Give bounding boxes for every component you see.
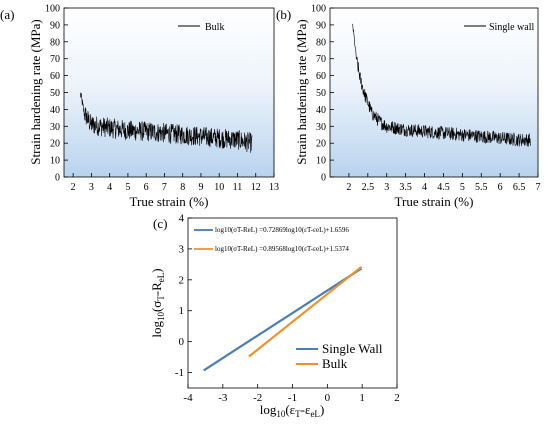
panel-a-y-ticks: 0 10 20 30 40 50 60 70 80 90 100: [45, 4, 68, 184]
x-tick-label: 8: [180, 182, 185, 193]
panel-a-legend-label: Bulk: [205, 22, 224, 33]
equation-1-text: log10(σT-ReL) =0.72869log10(εT-εeL)+1.65…: [215, 226, 349, 234]
series-line-bulk: [80, 92, 253, 153]
x-tick-label: 0: [325, 392, 331, 404]
y-tick-label: 0: [55, 173, 60, 184]
panel-b-x-axis-label: True strain (%): [395, 194, 474, 209]
y-tick-label: 90: [316, 20, 326, 31]
x-tick-label: 9: [198, 182, 203, 193]
x-tick-label: 5.5: [475, 182, 488, 193]
x-tick-label: -1: [288, 392, 297, 404]
y-tick-label: 40: [316, 105, 326, 116]
equation-2-text: log10(σT-ReL) =0.89568log10(εT-εeL)+1.53…: [215, 245, 349, 253]
panel-b-label: (b): [276, 7, 291, 22]
x-tick-label: 2.5: [362, 182, 375, 193]
y-tick-label: 10: [50, 156, 60, 167]
panel-c-y-ticks: -1 0 1 2 3 4: [175, 213, 192, 379]
y-tick-label: 100: [45, 4, 60, 15]
x-tick-label: 10: [214, 182, 224, 193]
x-tick-label: 6: [144, 182, 149, 193]
x-tick-label: 6.5: [513, 182, 526, 193]
y-tick-label: 0: [321, 173, 326, 184]
y-tick-label: 50: [50, 88, 60, 99]
panel-b-plot-area: [329, 7, 539, 178]
y-tick-label: 60: [50, 71, 60, 82]
panel-b-x-ticks: 2 2.5 3 3.5 4 4.5 5 5.5 6 6.5 7: [346, 173, 541, 193]
x-tick-label: -4: [183, 392, 193, 404]
x-tick-label: 7: [162, 182, 167, 193]
y-tick-label: 4: [179, 213, 185, 225]
y-tick-label: 70: [50, 54, 60, 65]
panel-c-y-axis-label: log10(σT-ReL): [149, 268, 166, 337]
y-tick-label: -1: [175, 367, 184, 379]
y-tick-label: 10: [316, 156, 326, 167]
x-tick-label: 5: [460, 182, 465, 193]
panel-a-data: [80, 92, 253, 153]
x-tick-label: 5: [125, 182, 130, 193]
y-tick-label: 20: [50, 139, 60, 150]
x-tick-label: 2: [394, 392, 400, 404]
y-tick-label: 2: [179, 274, 185, 286]
y-tick-label: 30: [50, 122, 60, 133]
legend-bulk-label: Bulk: [322, 356, 348, 371]
panel-c-x-axis-label: log10(εT-εeL): [260, 402, 325, 419]
panel-a-plot-area: [63, 7, 275, 178]
panel-a-y-axis-label: Strain hardening rate (MPa): [28, 19, 43, 164]
x-tick-label: 2: [71, 182, 76, 193]
y-tick-label: 40: [50, 105, 60, 116]
x-tick-label: 7: [536, 182, 541, 193]
x-tick-label: 3: [89, 182, 94, 193]
x-tick-label: -3: [218, 392, 228, 404]
panel-b-data: [352, 23, 531, 147]
x-tick-label: 4: [422, 182, 427, 193]
legend-single-wall-label: Single Wall: [322, 341, 383, 356]
y-tick-label: 0: [179, 336, 185, 348]
x-tick-label: 12: [251, 182, 261, 193]
y-tick-label: 50: [316, 88, 326, 99]
x-tick-label: 3.5: [399, 182, 412, 193]
x-tick-label: 11: [233, 182, 243, 193]
panel-b-y-axis-label: Strain hardening rate (MPa): [294, 19, 309, 164]
panel-c-label: (c): [153, 216, 167, 231]
y-tick-label: 80: [316, 37, 326, 48]
panel-c-equation-2: log10(σT-ReL) =0.89568log10(εT-εeL)+1.53…: [194, 245, 349, 253]
y-tick-label: 3: [179, 243, 185, 255]
x-tick-label: 3: [384, 182, 389, 193]
x-tick-label: -2: [253, 392, 262, 404]
panel-a-label: (a): [0, 7, 14, 22]
panel-b-y-ticks: 0 10 20 30 40 50 60 70 80 90 100: [311, 4, 334, 184]
panel-a-x-axis-label: True strain (%): [130, 194, 209, 209]
y-tick-label: 60: [316, 71, 326, 82]
y-tick-label: 100: [311, 4, 326, 15]
y-tick-label: 70: [316, 54, 326, 65]
series-line-single-wall: [203, 267, 363, 372]
x-tick-label: 1: [359, 392, 365, 404]
x-tick-label: 4: [107, 182, 112, 193]
panel-c-x-ticks: -4 -3 -2 -1 0 1 2: [183, 384, 400, 404]
panel-c-data: [203, 265, 363, 372]
y-tick-label: 80: [50, 37, 60, 48]
x-tick-label: 6: [498, 182, 503, 193]
series-line-single-wall: [352, 23, 531, 147]
y-tick-label: 1: [179, 305, 185, 317]
y-tick-label: 90: [50, 20, 60, 31]
panel-a: (a) 0 10 20 30 40 50 60 70 80 90 100 2 3 4 5 6 7 8 9 10 11 1…: [0, 4, 279, 210]
panel-c: (c) -1 0 1 2 3 4 -4 -3 -2 -1 0 1 2 log10(σT-ReL) =0…: [149, 213, 400, 420]
y-tick-label: 30: [316, 122, 326, 133]
panel-c-legend: Single Wall Bulk: [296, 341, 383, 371]
x-tick-label: 4.5: [437, 182, 450, 193]
x-tick-label: 2: [346, 182, 351, 193]
panel-a-x-ticks: 2 3 4 5 6 7 8 9 10 11 12 13: [71, 173, 279, 193]
panel-b: (b) 0 10 20 30 40 50 60 70 80 90 100 2 2.5 3 3.5 4 4.5 5…: [276, 4, 541, 210]
x-tick-label: 13: [269, 182, 279, 193]
series-line-bulk: [248, 265, 363, 358]
panel-c-equation-1: log10(σT-ReL) =0.72869log10(εT-εeL)+1.65…: [194, 226, 349, 234]
panel-b-legend-label: Single wall: [489, 22, 534, 33]
y-tick-label: 20: [316, 139, 326, 150]
panel-c-plot-area: [187, 217, 398, 389]
